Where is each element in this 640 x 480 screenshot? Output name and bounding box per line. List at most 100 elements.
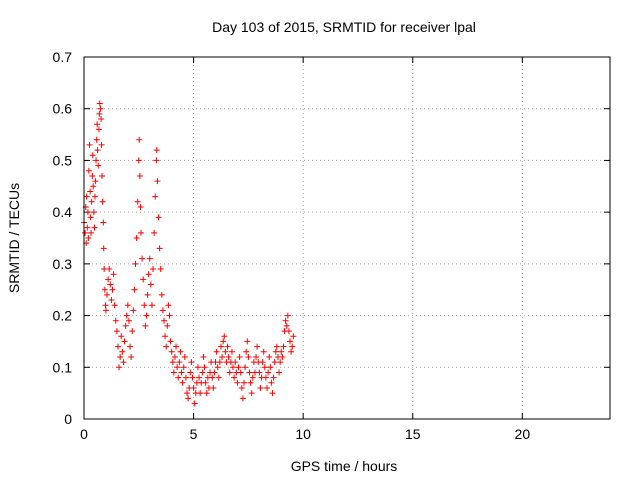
data-point [164,322,171,329]
data-point [88,198,95,205]
data-point [184,390,191,397]
data-point [137,229,144,236]
data-point [154,178,161,185]
data-point [85,167,92,174]
data-point [181,353,188,360]
data-point [94,121,101,128]
data-point [225,353,232,360]
data-point [166,312,173,319]
data-point [114,343,121,350]
data-point [177,348,184,355]
data-point [121,338,128,345]
data-point [136,136,143,143]
data-point [102,302,109,309]
data-point [132,260,139,267]
data-point [90,209,97,216]
data-point [282,317,289,324]
data-point [280,343,287,350]
data-point [188,359,195,366]
data-point [288,348,295,355]
data-point [96,110,103,117]
data-point [156,245,163,252]
data-point [128,353,135,360]
data-point [219,353,226,360]
data-point [110,271,117,278]
x-tick-label: 15 [405,426,421,442]
data-point [105,276,112,283]
data-point [242,364,249,371]
data-point [137,203,144,210]
data-point [171,353,178,360]
data-point [290,333,297,340]
data-point [284,312,291,319]
x-axis-label: GPS time / hours [291,458,398,474]
data-point [162,333,169,340]
data-point [248,390,255,397]
data-points [81,100,297,407]
data-point [214,364,221,371]
data-point [216,359,223,366]
data-point [180,364,187,371]
data-point [97,105,104,112]
data-point [169,359,176,366]
data-point [104,291,111,298]
data-point [133,235,140,241]
data-point [82,229,89,236]
data-point [179,379,186,386]
data-point [209,374,216,381]
data-point [175,374,182,381]
data-point [117,353,124,360]
data-point [261,364,268,371]
data-point [277,359,284,366]
data-point [174,364,181,371]
data-point [95,126,102,133]
data-point [136,172,143,179]
data-point [236,353,243,360]
data-point [129,328,136,335]
data-point [122,322,129,329]
data-point [98,172,105,179]
data-point [199,369,206,376]
data-point [151,229,158,236]
data-point [182,374,189,381]
y-tick-label: 0.7 [53,49,73,65]
data-point [265,369,272,376]
data-point [285,328,292,335]
data-point [142,322,149,329]
data-point [215,374,222,381]
data-point [116,364,123,371]
data-point [203,390,210,397]
data-point [267,364,274,371]
y-tick-label: 0.2 [53,308,73,324]
data-point [113,328,120,335]
y-tick-label: 0.4 [53,204,73,220]
data-point [112,317,119,324]
data-point [139,255,146,262]
data-point [276,369,283,376]
data-point [246,369,253,376]
data-point [92,178,99,185]
data-point [140,276,147,283]
data-point [106,266,113,273]
data-point [237,369,244,376]
data-point [191,400,198,407]
data-point [163,343,170,350]
data-point [108,297,115,304]
data-point [88,229,95,236]
data-point [173,343,180,350]
data-point [201,364,208,371]
data-point [270,374,277,381]
data-point [99,198,106,205]
data-point [144,291,151,298]
data-point [200,353,207,360]
data-point [167,338,174,345]
data-point [84,224,91,231]
y-tick-label: 0.6 [53,101,73,117]
x-tick-label: 5 [190,426,198,442]
data-point [143,312,150,319]
data-point [202,379,209,386]
data-point [224,343,231,350]
data-point [226,369,233,376]
data-point [257,384,264,391]
